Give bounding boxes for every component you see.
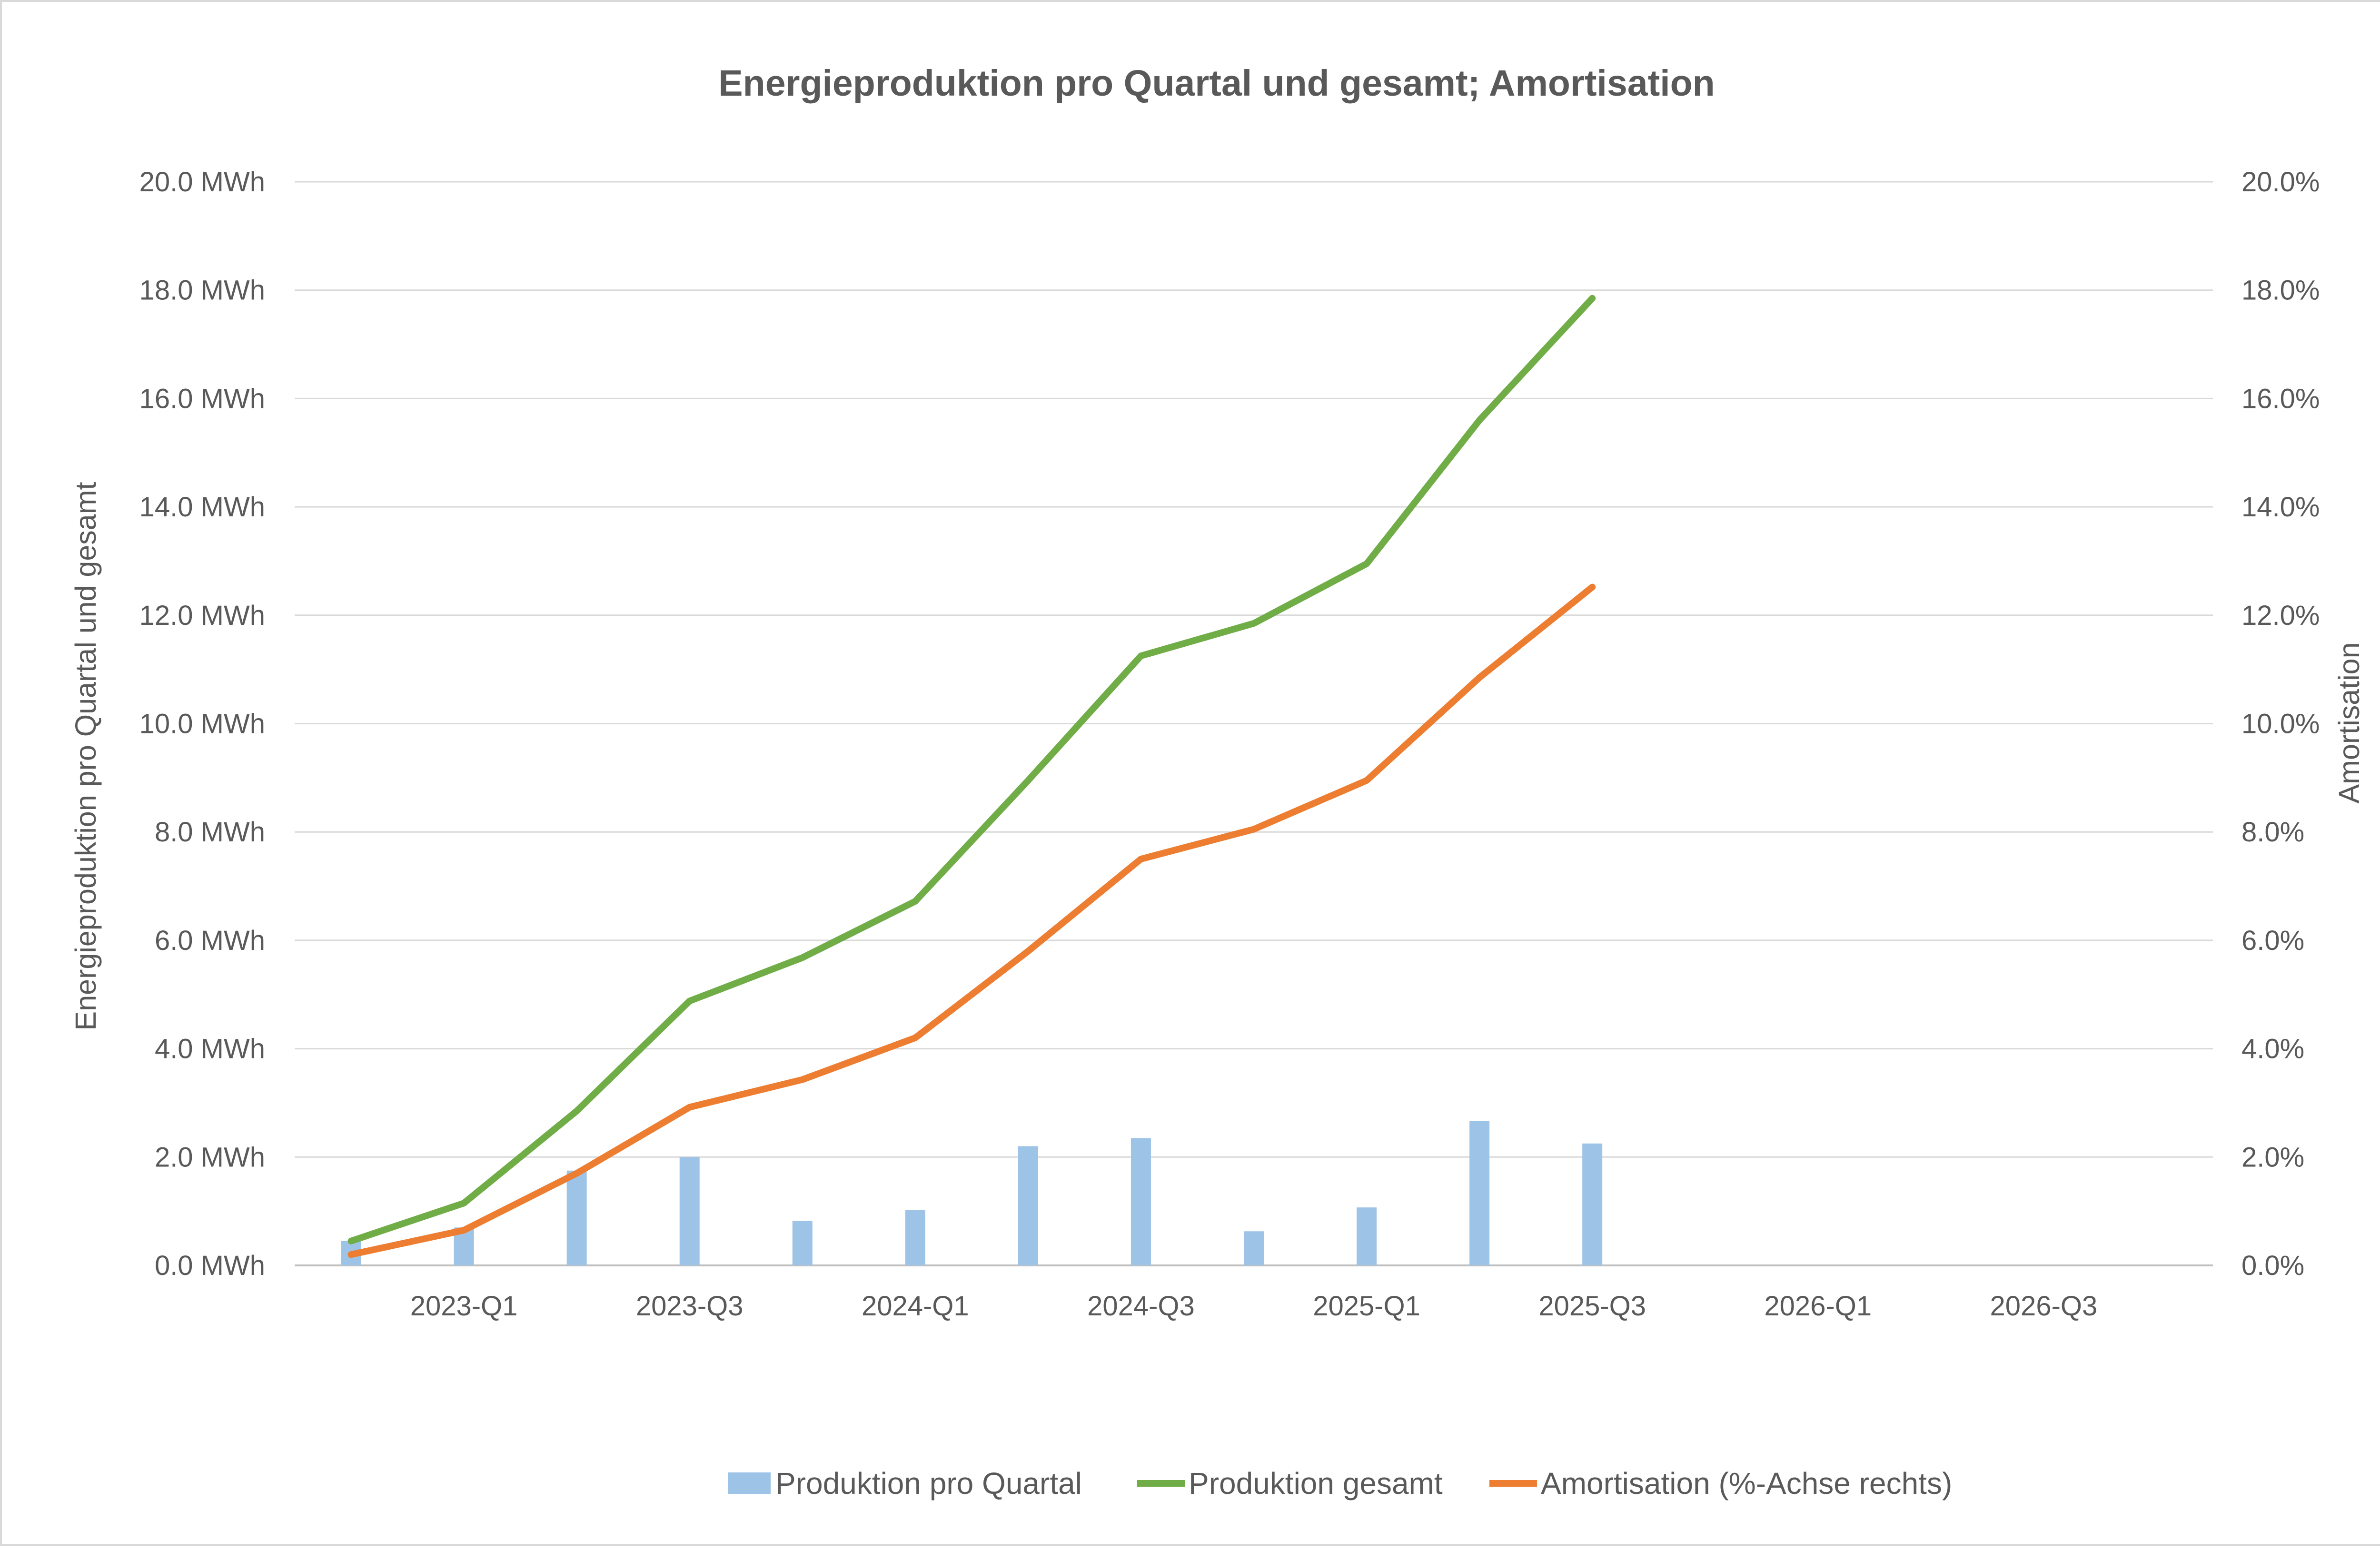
y-tick-label: 4.0 MWh	[155, 1034, 265, 1065]
bar	[1018, 1146, 1038, 1265]
y2-tick-label: 2.0%	[2241, 1142, 2304, 1173]
x-tick-label: 2026-Q1	[1764, 1291, 1872, 1322]
x-axis: 2023-Q1 2023-Q3 2024-Q1 2024-Q3 2025-Q1 2025-…	[410, 1291, 2098, 1322]
legend-label: Produktion gesamt	[1189, 1466, 1443, 1501]
x-tick-label: 2023-Q1	[410, 1291, 518, 1322]
bar	[679, 1157, 700, 1265]
y2-tick-label: 14.0%	[2241, 492, 2320, 523]
x-tick-label: 2023-Q3	[636, 1291, 744, 1322]
y2-tick-label: 4.0%	[2241, 1034, 2304, 1065]
y-tick-label: 20.0 MWh	[139, 167, 265, 197]
x-tick-label: 2026-Q3	[1990, 1291, 2098, 1322]
bar	[1130, 1138, 1151, 1265]
x-tick-label: 2025-Q1	[1313, 1291, 1420, 1322]
y2-tick-label: 10.0%	[2241, 709, 2320, 740]
x-tick-label: 2024-Q1	[862, 1291, 969, 1322]
x-tick-label: 2024-Q3	[1087, 1291, 1195, 1322]
right-axis: 0.0% 2.0% 4.0% 6.0% 8.0% 10.0% 12.0% 14.0% 16.0%…	[2241, 167, 2320, 1281]
y2-tick-label: 0.0%	[2241, 1250, 2304, 1281]
bar	[1582, 1143, 1603, 1265]
chart-title: Energieproduktion pro Quartal und gesamt…	[718, 63, 1715, 104]
bar	[792, 1221, 813, 1265]
y-tick-label: 12.0 MWh	[139, 600, 265, 631]
y-tick-label: 6.0 MWh	[155, 925, 265, 956]
x-tick-label: 2025-Q3	[1538, 1291, 1646, 1322]
y2-tick-label: 16.0%	[2241, 383, 2320, 414]
line-series	[347, 295, 1596, 1258]
legend-label: Produktion pro Quartal	[775, 1466, 1082, 1501]
bar	[566, 1170, 587, 1265]
y-tick-label: 10.0 MWh	[139, 709, 265, 740]
left-axis-title: Energieproduktion pro Quartal und gesamt	[69, 482, 102, 1030]
y2-tick-label: 12.0%	[2241, 600, 2320, 631]
left-axis: 0.0 MWh 2.0 MWh 4.0 MWh 6.0 MWh 8.0 MWh 10.0 …	[139, 167, 265, 1281]
y-tick-label: 16.0 MWh	[139, 383, 265, 414]
legend-swatch	[728, 1472, 771, 1494]
bar	[1469, 1121, 1490, 1265]
series-line	[347, 583, 1596, 1258]
legend-label: Amortisation (%-Achse rechts)	[1541, 1466, 1952, 1501]
y-tick-label: 2.0 MWh	[155, 1142, 265, 1173]
y-tick-label: 8.0 MWh	[155, 817, 265, 848]
bar	[905, 1210, 925, 1265]
y-tick-label: 0.0 MWh	[155, 1250, 265, 1281]
right-axis-title: Amortisation	[2333, 642, 2365, 803]
y-tick-label: 18.0 MWh	[139, 275, 265, 306]
series-line	[347, 295, 1596, 1244]
bar	[1244, 1231, 1264, 1265]
legend: Produktion pro Quartal Produktion gesamt A…	[728, 1466, 1952, 1501]
y2-tick-label: 20.0%	[2241, 167, 2320, 197]
y2-tick-label: 8.0%	[2241, 817, 2304, 848]
y-tick-label: 14.0 MWh	[139, 492, 265, 523]
bar	[1357, 1207, 1377, 1265]
y2-tick-label: 18.0%	[2241, 275, 2320, 306]
y2-tick-label: 6.0%	[2241, 925, 2304, 956]
